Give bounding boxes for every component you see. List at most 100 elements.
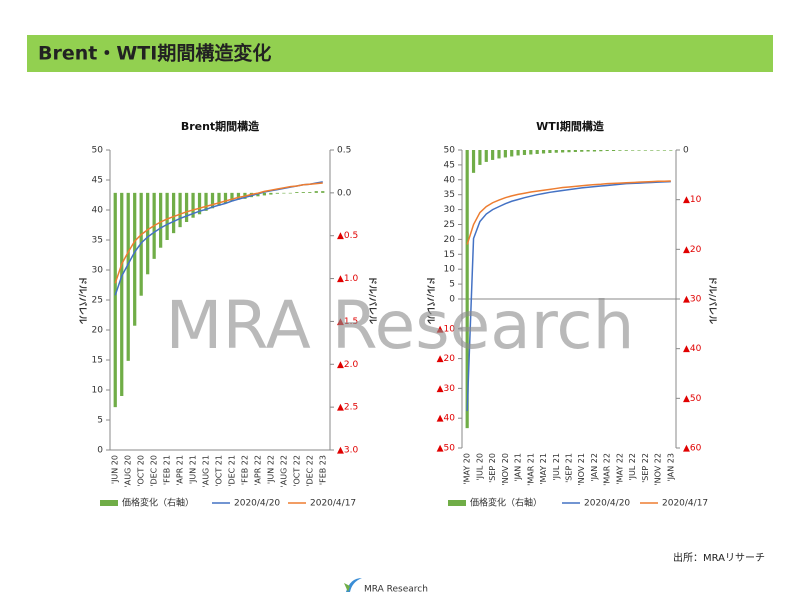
x-tick-label: 'DEC 21 (227, 455, 236, 487)
bar (236, 192, 241, 200)
y-tick-label: ▲10 (437, 324, 456, 334)
legend-label: 価格変化（右軸） (470, 497, 542, 509)
x-tick-label: 'OCT 22 (292, 455, 301, 487)
x-tick-label: 'JAN 23 (666, 453, 675, 482)
source: 出所：MRAリサーチ (673, 551, 765, 564)
header-bar (27, 35, 773, 72)
bar (139, 192, 143, 296)
y2-tick-label: ▲3.0 (337, 446, 359, 456)
y-tick-label: 0 (449, 295, 455, 305)
slide-title: Brent・WTI期間構造変化 (38, 42, 271, 65)
bar (230, 192, 234, 202)
x-tick-label: 'AUG 21 (202, 455, 211, 487)
bar (308, 192, 312, 193)
legend-label: 2020/4/20 (234, 499, 280, 509)
bar (516, 150, 520, 156)
chart-title: WTI期間構造 (536, 119, 605, 133)
bar (580, 150, 584, 152)
bar (465, 150, 469, 429)
y-tick-label: 45 (92, 176, 103, 186)
y-tick-label: 30 (92, 266, 104, 276)
x-tick-label: 'JUL 22 (628, 453, 637, 481)
legend-label: 2020/4/17 (662, 499, 708, 509)
y-tick-label: 30 (444, 205, 456, 215)
bar (554, 150, 558, 153)
line (466, 180, 671, 412)
bar (567, 150, 571, 153)
x-tick-label: 'FEB 21 (163, 455, 172, 485)
y2-tick-label: ▲10 (683, 195, 702, 205)
bar (321, 191, 325, 193)
y-tick-label: 15 (444, 250, 455, 260)
bar (191, 192, 195, 218)
y2-tick-label: ▲50 (683, 394, 702, 404)
bar (146, 192, 150, 275)
legend-label: 2020/4/17 (310, 499, 356, 509)
y2-tick-label: ▲1.5 (337, 317, 358, 327)
bar (484, 150, 488, 162)
y2-tick-label: ▲1.0 (337, 274, 359, 284)
bar (133, 192, 137, 326)
bar (611, 150, 616, 151)
y-tick-label: 10 (92, 386, 104, 396)
y2-axis-title: ドル/バレル (367, 276, 378, 324)
x-tick-label: 'OCT 21 (215, 455, 224, 487)
x-tick-label: 'MAY 22 (615, 453, 624, 485)
x-tick-label: 'FEB 23 (318, 455, 327, 485)
bar (618, 150, 622, 151)
legend-label: 価格変化（右軸） (122, 497, 194, 509)
bar (650, 150, 654, 151)
bar (314, 191, 318, 193)
x-tick-label: 'SEP 22 (641, 453, 650, 483)
y-tick-label: 0 (97, 446, 103, 456)
y2-tick-label: 0 (683, 146, 689, 156)
x-tick-label: 'JUL 20 (475, 453, 484, 481)
bar (159, 192, 163, 248)
y2-axis-title: ドル/バレル (707, 276, 718, 324)
x-tick-label: 'AUG 20 (124, 455, 133, 487)
y2-tick-label: ▲20 (683, 245, 702, 255)
watermark: MRA Research (166, 287, 635, 364)
y-tick-label: 25 (92, 296, 103, 306)
bar (113, 192, 117, 408)
bar (262, 192, 267, 196)
y2-tick-label: ▲2.0 (337, 360, 359, 370)
y-tick-label: 10 (444, 265, 456, 275)
y-tick-label: 50 (92, 146, 104, 156)
bar (217, 192, 221, 206)
y2-tick-label: ▲60 (683, 444, 702, 454)
x-tick-label: 'MAY 20 (463, 453, 472, 485)
bar (662, 150, 667, 151)
y-tick-label: 5 (449, 280, 455, 290)
bar (643, 150, 647, 151)
bar (301, 192, 305, 193)
bar (503, 150, 507, 158)
y-axis-title: ドル/バレル (77, 276, 88, 324)
y-tick-label: 40 (92, 206, 104, 216)
bar (605, 150, 609, 151)
x-tick-label: 'JUN 21 (189, 455, 198, 484)
bar (529, 150, 533, 155)
bar (282, 192, 286, 194)
line (466, 180, 671, 245)
x-tick-label: 'JAN 22 (590, 453, 599, 482)
x-tick-label: 'NOV 21 (577, 453, 586, 486)
bar (178, 192, 182, 228)
bar (171, 192, 176, 234)
bar (295, 192, 299, 193)
bar (541, 150, 546, 154)
x-tick-label: 'NOV 20 (501, 453, 510, 486)
y-tick-label: 5 (97, 416, 103, 426)
y-tick-label: 20 (444, 235, 456, 245)
x-tick-label: 'NOV 22 (654, 453, 663, 486)
bar (656, 150, 660, 151)
legend-swatch (448, 500, 466, 506)
x-tick-label: 'MAY 21 (539, 453, 548, 485)
bar (288, 192, 292, 194)
x-tick-label: 'JUN 22 (266, 455, 275, 484)
bar (204, 192, 208, 211)
bar (631, 150, 635, 151)
bar (491, 150, 495, 160)
bar (586, 150, 590, 152)
